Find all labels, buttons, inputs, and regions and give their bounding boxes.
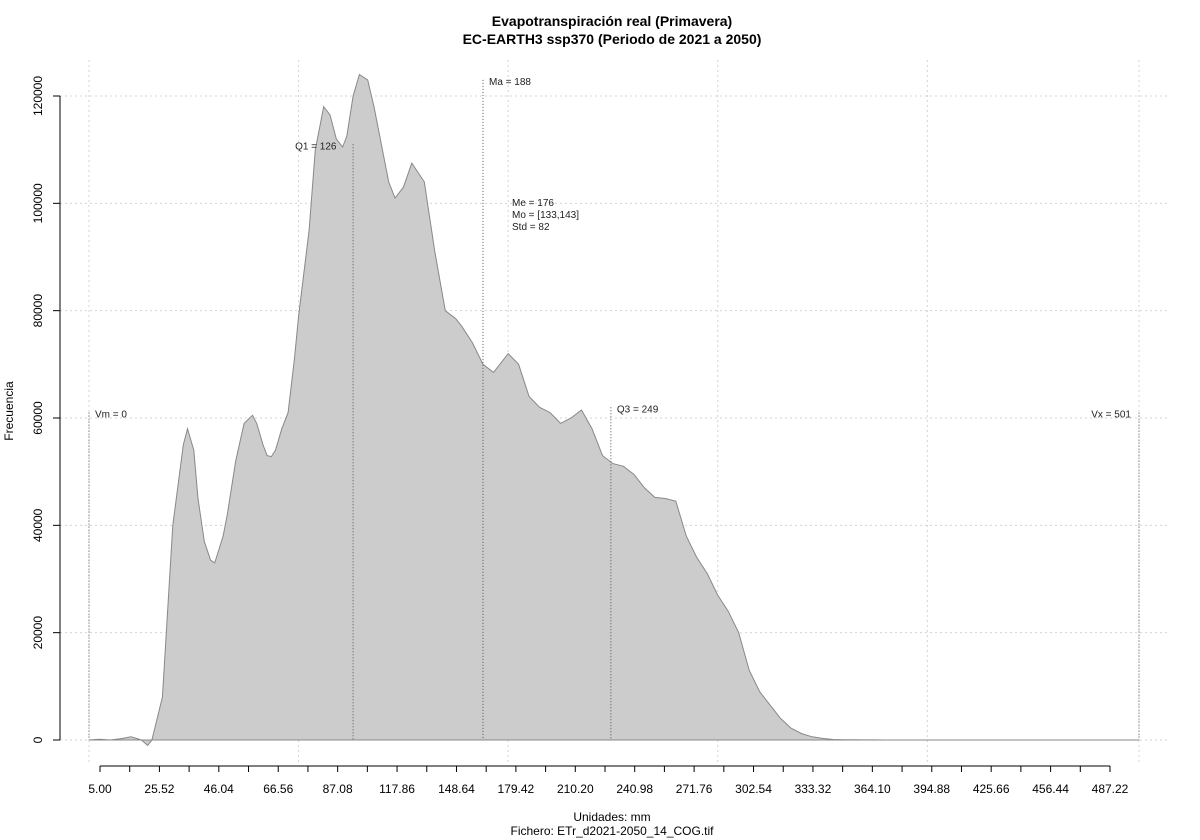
x-tick-label: 210.20 xyxy=(557,782,594,796)
marker-label: Q3 = 249 xyxy=(617,404,659,415)
density-area xyxy=(88,73,1139,747)
stats-block: Me = 176 Mo = [133,143] Std = 82 xyxy=(512,198,579,233)
x-tick-label: 5.00 xyxy=(88,782,112,796)
x-axis-label: Unidades: mm xyxy=(573,810,650,824)
x-tick-label: 148.64 xyxy=(438,782,475,796)
x-tick-label: 87.08 xyxy=(323,782,353,796)
x-axis: 5.00 25.52 46.04 66.56 87.08 117.86 148.64 179.… xyxy=(88,765,1129,796)
x-tick-label: 302.54 xyxy=(735,782,772,796)
x-tick-label: 333.32 xyxy=(795,782,832,796)
x-tick-label: 179.42 xyxy=(498,782,535,796)
y-axis-label: Frecuencia xyxy=(2,381,16,441)
stat-std: Std = 82 xyxy=(512,222,550,233)
x-tick-label: 46.04 xyxy=(204,782,234,796)
x-tick-label: 456.44 xyxy=(1032,782,1069,796)
x-tick-label: 66.56 xyxy=(263,782,293,796)
x-tick-label: 271.76 xyxy=(676,782,713,796)
x-tick-label: 394.88 xyxy=(913,782,950,796)
y-tick-label: 100000 xyxy=(31,183,45,223)
x-tick-label: 117.86 xyxy=(379,782,415,796)
chart-title: Evapotranspiración real (Primavera) xyxy=(492,13,732,29)
x-tick-label: 240.98 xyxy=(616,782,653,796)
marker-label: Vm = 0 xyxy=(95,410,127,421)
x-tick-label: 425.66 xyxy=(973,782,1010,796)
y-tick-label: 120000 xyxy=(31,76,45,116)
marker-label: Vx = 501 xyxy=(1091,410,1131,421)
marker-label: Ma = 188 xyxy=(489,77,531,88)
y-tick-label: 0 xyxy=(31,736,45,743)
y-tick-label: 20000 xyxy=(31,616,45,650)
y-axis: 0 20000 40000 60000 80000 100000 120000 xyxy=(31,76,61,743)
y-tick-label: 60000 xyxy=(31,401,45,435)
y-tick-label: 80000 xyxy=(31,294,45,328)
y-tick-label: 40000 xyxy=(31,508,45,542)
file-label: Fichero: ETr_d2021-2050_14_COG.tif xyxy=(511,824,715,838)
x-tick-label: 364.10 xyxy=(854,782,891,796)
marker-label: Q1 = 126 xyxy=(295,141,337,152)
stat-median: Me = 176 xyxy=(512,198,554,209)
x-tick-label: 25.52 xyxy=(144,782,174,796)
x-tick-label: 487.22 xyxy=(1092,782,1129,796)
chart-subtitle: EC-EARTH3 ssp370 (Periodo de 2021 a 2050… xyxy=(463,31,762,47)
stat-mode: Mo = [133,143] xyxy=(512,210,579,221)
statistic-markers: Vm = 0 Q1 = 126 Ma = 188 Q3 = 249 Vx = 501 xyxy=(88,77,1140,740)
